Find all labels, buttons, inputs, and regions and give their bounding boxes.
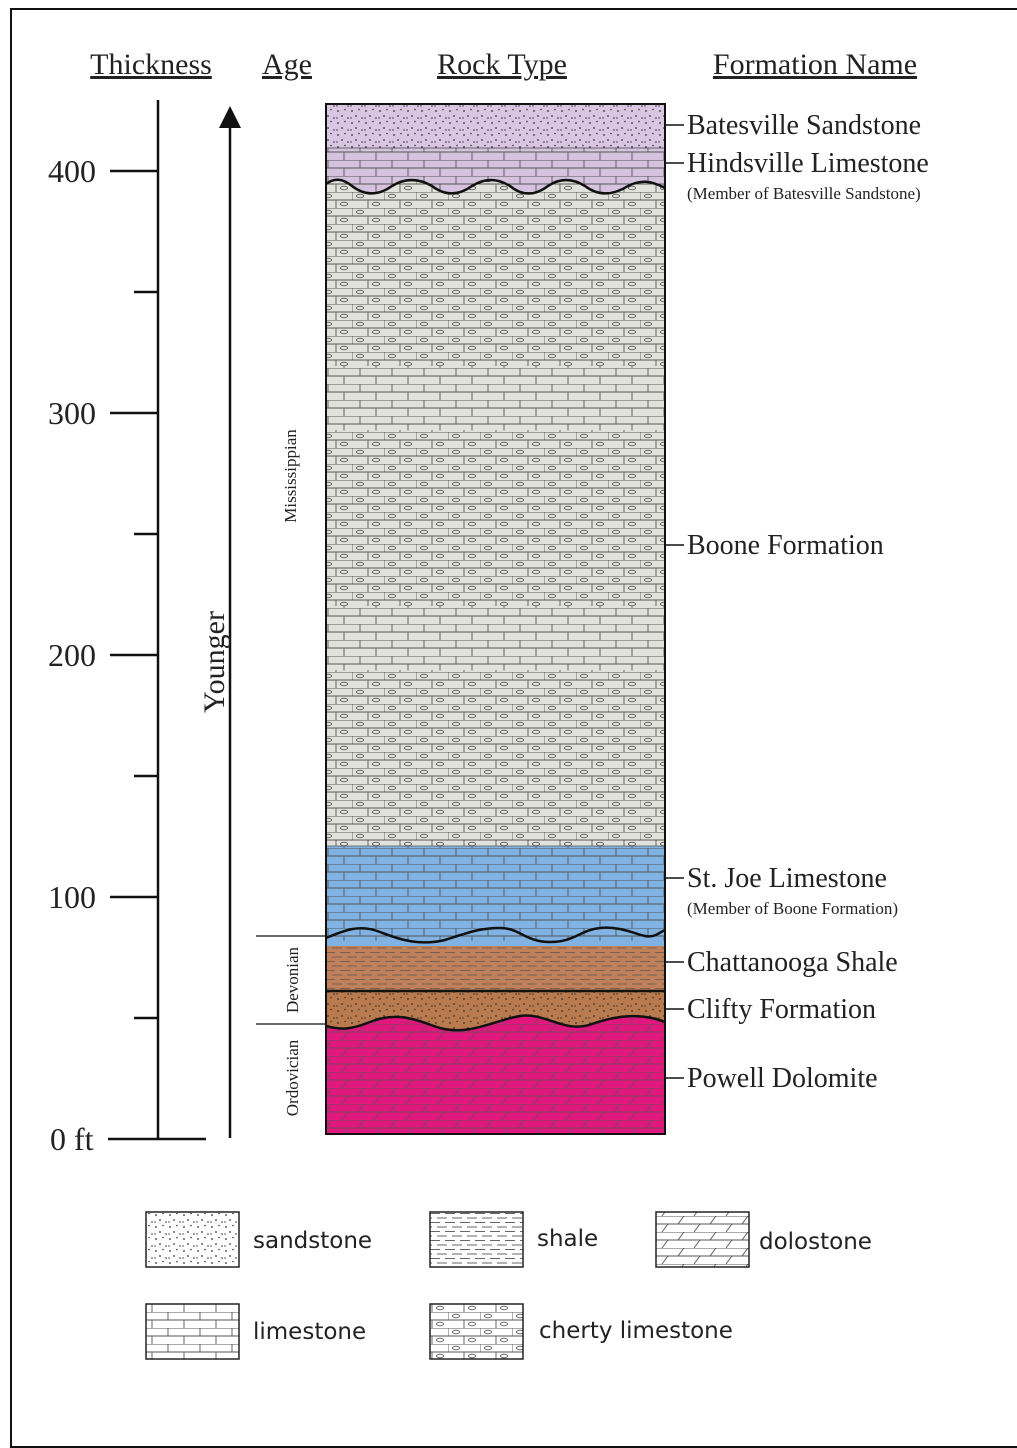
- layer-boone-cherty-upper: [326, 180, 665, 366]
- legend-label-limestone: limestone: [253, 1319, 366, 1345]
- unconformity-clifty-powell: [326, 1014, 665, 1032]
- legend-label-shale: shale: [537, 1226, 598, 1252]
- layer-boone-cherty-middle: [326, 430, 665, 606]
- thickness-tick-label-400: 400: [48, 153, 96, 189]
- formation-chattanooga-shale: Chattanooga Shale: [687, 947, 898, 978]
- layer-st-joe-limestone-pattern: [326, 846, 665, 941]
- formation-boone-formation: Boone Formation: [687, 530, 884, 561]
- formation-hindsville-limestone-note: (Member of Batesville Sandstone): [687, 184, 921, 203]
- layer-batesville-sandstone-pattern: [326, 104, 665, 148]
- arrowhead-up-icon: [219, 106, 241, 128]
- formation-hindsville-limestone: Hindsville Limestone: [687, 148, 929, 179]
- legend-item-cherty-limestone: cherty limestone: [429, 1303, 733, 1360]
- formation-labels: Batesville Sandstone Hindsville Limeston…: [665, 110, 929, 1094]
- legend: sandstone shale dolostone limestone cher…: [145, 1211, 872, 1360]
- layer-boone-limestone-band-1: [326, 366, 665, 430]
- rock-column-border: [325, 103, 666, 1135]
- legend-item-limestone: limestone: [145, 1303, 366, 1360]
- rock-column: [326, 104, 665, 1134]
- legend-label-dolostone: dolostone: [759, 1229, 872, 1255]
- thickness-axis: 0 ft 100 200 300 400: [48, 100, 206, 1157]
- formation-powell-dolomite: Powell Dolomite: [687, 1063, 878, 1094]
- layer-boone-limestone-band-2: [326, 606, 665, 670]
- formation-batesville-sandstone: Batesville Sandstone: [687, 110, 921, 141]
- thickness-tick-label-0: 0 ft: [50, 1121, 94, 1157]
- formation-clifty-formation: Clifty Formation: [687, 994, 876, 1025]
- header-thickness: Thickness: [90, 48, 212, 81]
- thickness-tick-label-200: 200: [48, 637, 96, 673]
- unconformity-hindsville-boone: [326, 178, 665, 195]
- header-rock-type: Rock Type: [437, 48, 567, 81]
- age-label-devonian: Devonian: [283, 946, 302, 1013]
- age-label-ordovician: Ordovician: [283, 1039, 302, 1116]
- legend-label-cherty-limestone: cherty limestone: [539, 1318, 733, 1344]
- legend-item-sandstone: sandstone: [145, 1211, 372, 1268]
- legend-item-shale: shale: [429, 1211, 598, 1268]
- header-formation-name: Formation Name: [713, 48, 917, 81]
- layer-powell-dolomite-pattern: [326, 1015, 665, 1134]
- thickness-tick-label-100: 100: [48, 879, 96, 915]
- legend-item-dolostone: dolostone: [655, 1211, 872, 1268]
- layer-clifty-formation-pattern: [326, 991, 665, 1031]
- formation-st-joe-limestone: St. Joe Limestone: [687, 863, 887, 894]
- thickness-ticks: 0 ft 100 200 300 400: [48, 153, 158, 1157]
- formation-st-joe-limestone-note: (Member of Boone Formation): [687, 899, 898, 918]
- header-age: Age: [262, 48, 312, 81]
- thickness-tick-label-300: 300: [48, 395, 96, 431]
- legend-label-sandstone: sandstone: [253, 1228, 372, 1254]
- younger-arrow-label: Younger: [198, 611, 231, 713]
- younger-arrow: Younger: [198, 106, 241, 1138]
- layer-boone-cherty-lower: [326, 670, 665, 846]
- unconformity-st-joe-chattanooga: [326, 926, 665, 944]
- age-label-mississippian: Mississippian: [281, 429, 300, 523]
